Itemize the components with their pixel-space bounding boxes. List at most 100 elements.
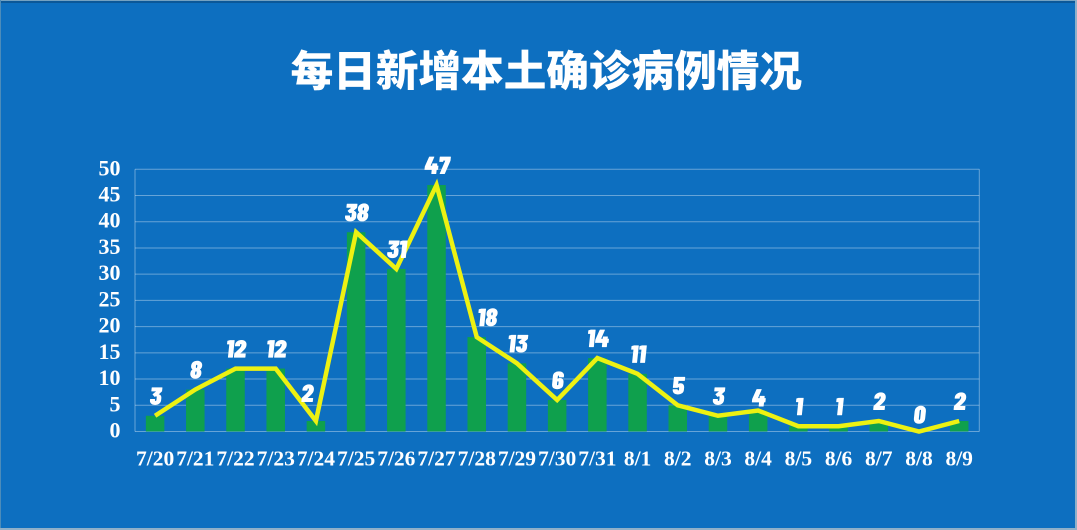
data-label-digit [587,329,596,348]
x-tick-label: 8/4 [744,447,772,471]
y-tick-label: 50 [99,155,121,180]
title-glyph [632,49,673,91]
bar [186,389,205,432]
bar [748,410,768,432]
y-tick-label: 20 [99,313,121,338]
data-label [873,392,886,411]
data-label-digit [913,405,926,424]
data-label [301,384,314,403]
data-label-digit [399,240,408,258]
line-series [153,178,960,434]
data-label [267,339,287,358]
x-tick-label: 8/2 [664,447,691,471]
x-tick-label: 8/6 [825,447,853,471]
data-label-digit [233,339,247,358]
data-label-digit [190,360,203,379]
data-label [796,397,804,416]
data-label [190,360,203,379]
data-label-digit [485,308,498,327]
data-label-digit [149,387,163,405]
x-tick-label: 7/25 [337,447,375,471]
y-tick-label: 40 [99,208,121,233]
data-label [552,371,565,390]
bar [708,415,728,432]
bar [869,421,889,432]
data-label [478,308,498,327]
title-glyph [505,49,545,89]
y-tick-label: 10 [99,365,121,390]
x-tick-label: 7/21 [176,447,214,471]
bar [789,426,808,432]
data-label-digit [836,397,844,416]
data-label-digit [267,340,275,358]
y-tick-label: 15 [99,339,121,364]
x-tick-label: 8/7 [865,447,893,471]
title-glyph [291,49,333,91]
data-label [587,329,609,348]
data-label-digit [387,240,400,259]
x-tick-label: 7/31 [578,447,616,471]
data-label-digit [344,203,358,222]
data-label-digit [424,156,439,175]
data-label [751,389,766,407]
bar [467,337,486,432]
data-label-digit [631,345,639,363]
data-label [149,387,163,405]
title-glyph [461,49,503,91]
data-label-digit [672,376,686,395]
bar [829,426,848,432]
x-tick-label: 8/5 [785,447,812,471]
y-tick-label: 35 [99,234,121,259]
data-label [953,392,967,411]
data-label [344,203,370,222]
data-label-digit [515,334,529,353]
x-tick-label: 7/26 [377,447,415,471]
data-label-digit [274,339,287,358]
data-label [672,376,686,395]
y-tick-label: 25 [99,286,121,311]
chart-title [291,49,802,91]
bar [588,358,607,432]
y-tick-label: 45 [99,182,121,207]
x-tick-label: 7/20 [136,447,174,471]
title-glyph [674,49,715,91]
title-glyph [717,49,759,91]
x-tick-label: 8/3 [704,447,732,471]
x-tick-label: 7/29 [498,447,536,471]
bar [547,400,567,432]
x-tick-label: 7/22 [216,447,254,471]
data-label [836,397,844,416]
x-tick-label: 7/24 [297,447,335,471]
data-label [631,345,647,363]
data-label [913,405,926,424]
data-label-digit [639,345,647,363]
x-tick-label: 8/8 [905,447,933,471]
bar [668,405,688,432]
bar [387,268,406,432]
title-glyph [546,49,587,91]
y-tick-label: 30 [99,260,121,285]
title-glyph [339,52,371,90]
x-tick-label: 7/28 [458,447,496,471]
bar [949,421,969,432]
data-label-digit [712,387,726,405]
data-label [424,156,451,175]
x-tick-label: 8/9 [945,447,972,471]
x-tick-label: 7/23 [257,447,295,471]
title-glyph [590,49,633,91]
bar [507,363,527,432]
bar [226,368,245,432]
bar [346,232,366,432]
bar [266,368,285,432]
title-glyph [376,49,418,91]
data-label-digit [873,392,886,411]
x-tick-label: 8/1 [624,447,651,471]
data-label-digit [508,334,517,353]
data-label [227,339,247,358]
bar [306,421,326,432]
data-label-digit [751,389,766,407]
y-tick-label: 0 [110,418,121,443]
data-label [508,334,529,353]
